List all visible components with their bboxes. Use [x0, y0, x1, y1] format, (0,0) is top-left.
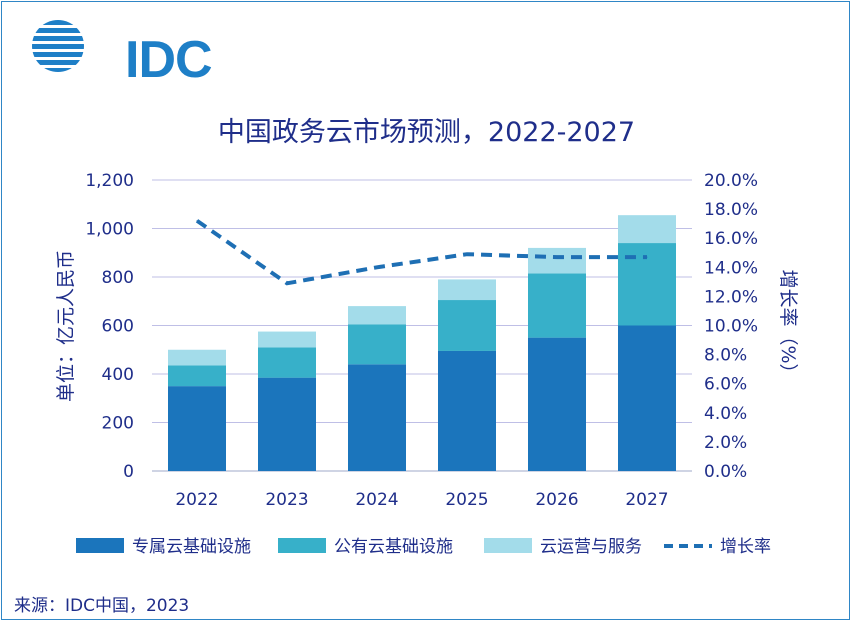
legend-ops-services: 云运营与服务 — [484, 537, 642, 557]
y2-tick-label: 18.0% — [704, 200, 758, 220]
bar-private-cloud — [168, 386, 226, 471]
bar-ops-services — [348, 306, 406, 325]
bar-ops-services — [618, 215, 676, 244]
legend: 专属云基础设施 公有云基础设施 云运营与服务 增长率 — [76, 537, 771, 557]
growth-rate-point — [376, 266, 378, 268]
chart-svg: 0 200 400 600 800 1,000 1,200 0.0% 2.0% 4.0% 6.0%… — [55, 171, 799, 557]
y-tick-label: 800 — [102, 268, 134, 288]
y2-axis-ticks: 0.0% 2.0% 4.0% 6.0% 8.0% 10.0% 12.0% 14.0% 16.0%… — [704, 171, 758, 482]
bar-ops-services — [258, 331, 316, 348]
y2-tick-label: 6.0% — [704, 375, 747, 395]
bar-public-cloud — [258, 347, 316, 378]
legend-public-cloud-swatch — [278, 538, 326, 553]
legend-growth-rate-label: 增长率 — [720, 537, 771, 557]
bar-private-cloud — [528, 337, 586, 471]
y2-tick-label: 10.0% — [704, 317, 758, 337]
y-axis-ticks: 0 200 400 600 800 1,000 1,200 — [85, 171, 134, 482]
bar-public-cloud — [438, 300, 496, 351]
legend-ops-services-label: 云运营与服务 — [540, 537, 642, 557]
bar-public-cloud — [168, 365, 226, 387]
y2-tick-label: 0.0% — [704, 462, 747, 482]
legend-ops-services-swatch — [484, 538, 532, 553]
growth-rate-point — [196, 220, 198, 222]
x-tick-label: 2027 — [625, 490, 668, 510]
legend-public-cloud-label: 公有云基础设施 — [334, 537, 453, 557]
y2-tick-label: 20.0% — [704, 171, 758, 191]
bar-ops-services — [438, 279, 496, 301]
x-tick-label: 2026 — [535, 490, 578, 510]
growth-line — [195, 219, 648, 286]
legend-private-cloud-swatch — [76, 538, 124, 553]
y2-tick-label: 4.0% — [704, 404, 747, 424]
bar-public-cloud — [528, 273, 586, 338]
growth-rate-line — [195, 219, 647, 286]
legend-private-cloud: 专属云基础设施 — [76, 537, 251, 557]
y-tick-label: 600 — [102, 317, 134, 337]
y-tick-label: 0 — [123, 462, 134, 482]
y-tick-label: 400 — [102, 365, 134, 385]
y-tick-label: 200 — [102, 414, 134, 434]
x-tick-label: 2022 — [175, 490, 218, 510]
y2-tick-label: 2.0% — [704, 433, 747, 453]
legend-private-cloud-label: 专属云基础设施 — [132, 537, 251, 557]
idc-globe-icon — [32, 20, 84, 72]
bar-ops-services — [168, 349, 226, 366]
y2-tick-label: 12.0% — [704, 287, 758, 307]
idc-logo: IDC — [30, 18, 213, 88]
x-tick-label: 2024 — [355, 490, 398, 510]
bar-series — [168, 215, 676, 471]
source-note: 来源：IDC中国，2023 — [14, 596, 190, 616]
growth-rate-point — [646, 256, 648, 258]
growth-rate-point — [466, 253, 468, 255]
logo-brand-text: IDC — [125, 31, 213, 89]
y2-axis-label: 增长率（%） — [777, 269, 799, 382]
legend-public-cloud: 公有云基础设施 — [278, 537, 453, 557]
bar-private-cloud — [438, 350, 496, 471]
y-axis-label: 单位：亿元人民币 — [55, 250, 77, 402]
growth-rate-point — [286, 282, 288, 284]
y-tick-label: 1,000 — [85, 220, 134, 240]
bar-public-cloud — [348, 324, 406, 365]
chart-title: 中国政务云市场预测，2022-2027 — [217, 117, 636, 148]
bar-private-cloud — [618, 325, 676, 471]
x-axis-ticks: 2022 2023 2024 2025 2026 2027 — [175, 490, 668, 510]
y2-tick-label: 8.0% — [704, 346, 747, 366]
growth-rate-point — [556, 256, 558, 258]
y-tick-label: 1,200 — [85, 171, 134, 191]
gridlines — [152, 179, 692, 472]
x-tick-label: 2023 — [265, 490, 308, 510]
legend-growth-rate: 增长率 — [664, 537, 771, 557]
bar-private-cloud — [258, 377, 316, 471]
y2-tick-label: 14.0% — [704, 258, 758, 278]
y2-tick-label: 16.0% — [704, 229, 758, 249]
bar-ops-services — [528, 247, 586, 274]
x-tick-label: 2025 — [445, 490, 488, 510]
bar-private-cloud — [348, 364, 406, 471]
